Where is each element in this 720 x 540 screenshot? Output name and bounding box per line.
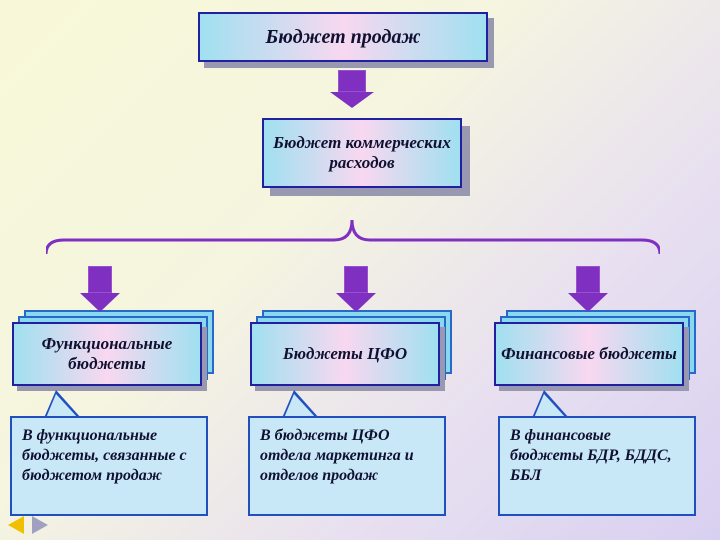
callout-tail (46, 394, 78, 418)
callout-tail (284, 394, 316, 418)
top-box: Бюджет продаж (198, 12, 488, 62)
column-label: Функциональные бюджеты (14, 334, 200, 374)
column-box: Бюджеты ЦФО (250, 322, 440, 386)
callout-tail (534, 394, 566, 418)
callout-text: В функциональные бюджеты, связанные с бю… (22, 427, 187, 484)
callout-text: В бюджеты ЦФО отдела маркетинга и отдело… (260, 427, 414, 484)
column-box: Финансовые бюджеты (494, 322, 684, 386)
nav-next-icon[interactable] (32, 516, 48, 534)
callout-box: В функциональные бюджеты, связанные с бю… (10, 416, 208, 516)
arrow-down-icon (568, 266, 608, 312)
callout-box: В бюджеты ЦФО отдела маркетинга и отдело… (248, 416, 446, 516)
nav-prev-icon[interactable] (8, 516, 24, 534)
callout-text: В финансовые бюджеты БДР, БДДС, ББЛ (510, 427, 672, 484)
mid-box: Бюджет коммерческих расходов (262, 118, 462, 188)
callout-box: В финансовые бюджеты БДР, БДДС, ББЛ (498, 416, 696, 516)
brace-connector (46, 218, 660, 266)
column-label: Финансовые бюджеты (501, 344, 677, 364)
column-label: Бюджеты ЦФО (283, 344, 407, 364)
arrow-down-icon (80, 266, 120, 312)
arrow-down-icon (336, 266, 376, 312)
top-box-label: Бюджет продаж (266, 26, 421, 49)
mid-box-label: Бюджет коммерческих расходов (264, 133, 460, 173)
arrow-top-mid (330, 70, 374, 108)
column-box: Функциональные бюджеты (12, 322, 202, 386)
